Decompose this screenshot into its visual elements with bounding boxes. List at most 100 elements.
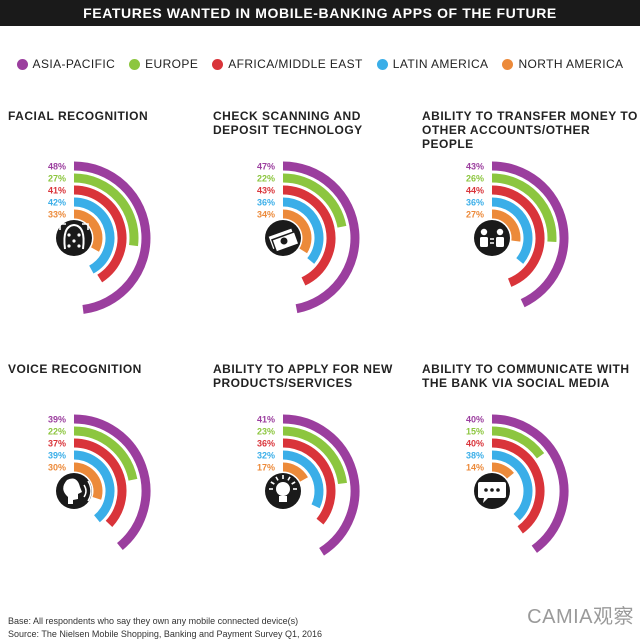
radial-bar xyxy=(282,209,312,254)
data-label: 27% xyxy=(466,210,484,220)
data-label: 36% xyxy=(466,198,484,208)
data-label: 14% xyxy=(466,463,484,473)
legend-item-europe: EUROPE xyxy=(129,54,198,74)
watermark: CAMIA观察 xyxy=(527,606,634,628)
panel-title-transfer-money: ABILITY TO TRANSFER MONEY TO OTHER ACCOU… xyxy=(422,109,638,151)
legend-item-africa-middle-east: AFRICA/MIDDLE EAST xyxy=(212,54,363,74)
radial-bar xyxy=(491,185,545,287)
radial-bar xyxy=(282,173,347,228)
radial-bar xyxy=(73,414,151,550)
legend-swatch xyxy=(129,58,141,70)
radial-panel: 43% 26% 44% 36% 27% xyxy=(466,161,569,308)
data-label: 40% xyxy=(466,415,484,425)
radial-bar xyxy=(282,438,336,525)
data-label: 37% xyxy=(48,439,66,449)
data-label: 36% xyxy=(257,439,275,449)
data-label: 47% xyxy=(257,162,275,172)
data-label: 22% xyxy=(257,174,275,184)
radial-bar xyxy=(491,414,569,553)
radial-bar xyxy=(282,450,324,509)
legend: ASIA-PACIFIC EUROPE AFRICA/MIDDLE EAST L… xyxy=(0,54,640,74)
legend-swatch xyxy=(376,58,388,70)
radial-bar xyxy=(491,462,514,479)
radial-bar xyxy=(282,185,336,286)
data-label: 39% xyxy=(48,415,66,425)
legend-label: AFRICA/MIDDLE EAST xyxy=(228,57,363,71)
money-icon xyxy=(268,228,300,254)
radial-bar xyxy=(282,161,360,314)
panel-title-facial-recognition: FACIAL RECOGNITION xyxy=(8,109,149,123)
legend-label: ASIA-PACIFIC xyxy=(32,57,116,71)
data-label: 26% xyxy=(466,174,484,184)
legend-item-asia-pacific: ASIA-PACIFIC xyxy=(16,54,116,74)
chart-title: FEATURES WANTED IN MOBILE-BANKING APPS O… xyxy=(0,0,640,26)
data-label: 38% xyxy=(466,451,484,461)
lightbulb-icon xyxy=(269,475,297,502)
face-scan-icon xyxy=(59,223,89,250)
radial-bar xyxy=(491,197,533,264)
data-label: 41% xyxy=(48,186,66,196)
data-label: 48% xyxy=(48,162,66,172)
data-label: 32% xyxy=(257,451,275,461)
data-label: 42% xyxy=(48,198,66,208)
voice-icon xyxy=(63,478,92,504)
radial-bar xyxy=(491,209,521,242)
radial-bar xyxy=(73,438,127,527)
footer-source: Source: The Nielsen Mobile Shopping, Ban… xyxy=(8,629,323,639)
radial-bar xyxy=(73,209,103,252)
data-label: 23% xyxy=(257,427,275,437)
legend-swatch xyxy=(16,58,28,70)
radial-bar xyxy=(282,426,347,485)
legend-item-latin-america: LATIN AMERICA xyxy=(376,54,489,74)
radial-bar xyxy=(282,414,360,556)
legend-label: NORTH AMERICA xyxy=(518,57,624,71)
data-label: 41% xyxy=(257,415,275,425)
panel-title-social-media: ABILITY TO COMMUNICATE WITH THE BANK VIA… xyxy=(422,362,630,390)
legend-item-north-america: NORTH AMERICA xyxy=(502,54,623,74)
radial-bar xyxy=(73,426,138,481)
data-label: 44% xyxy=(466,186,484,196)
radial-bar xyxy=(282,462,308,482)
legend-label: EUROPE xyxy=(145,57,199,71)
data-label: 40% xyxy=(466,439,484,449)
data-label: 15% xyxy=(466,427,484,437)
radial-bar xyxy=(73,173,139,247)
radial-bar xyxy=(73,462,103,500)
transfer-people-icon xyxy=(480,228,504,247)
radial-bar xyxy=(491,173,557,243)
chat-bubble-icon xyxy=(478,482,506,503)
data-label: 27% xyxy=(48,174,66,184)
data-label: 17% xyxy=(257,463,275,473)
radial-panel: 47% 22% 43% 36% 34% xyxy=(257,161,360,314)
data-label: 34% xyxy=(257,210,275,220)
radial-bar xyxy=(491,161,569,308)
radial-bar xyxy=(491,450,533,521)
panel-title-check-scanning: CHECK SCANNING AND DEPOSIT TECHNOLOGY xyxy=(213,109,363,137)
radial-panel: 48% 27% 41% 42% 33% xyxy=(48,161,151,314)
radial-bar xyxy=(73,450,115,523)
data-label: 36% xyxy=(257,198,275,208)
panel-title-apply-products: ABILITY TO APPLY FOR NEW PRODUCTS/SERVIC… xyxy=(213,362,393,390)
radial-bar xyxy=(73,161,151,314)
legend-label: LATIN AMERICA xyxy=(392,57,489,71)
icon-disc xyxy=(474,220,510,256)
data-label: 43% xyxy=(257,186,275,196)
radial-panel: 39% 22% 37% 39% 30% xyxy=(48,414,151,550)
data-label: 30% xyxy=(48,463,66,473)
data-label: 43% xyxy=(466,162,484,172)
radial-bar xyxy=(491,426,545,459)
legend-swatch xyxy=(212,58,224,70)
radial-bar xyxy=(491,438,545,534)
data-label: 39% xyxy=(48,451,66,461)
radial-bar xyxy=(73,197,115,274)
footer-base: Base: All respondents who say they own a… xyxy=(8,616,299,626)
data-label: 22% xyxy=(48,427,66,437)
data-label: 33% xyxy=(48,210,66,220)
legend-swatch xyxy=(502,58,514,70)
panel-title-voice-recognition: VOICE RECOGNITION xyxy=(8,362,142,376)
radial-bar xyxy=(73,185,127,283)
radial-panel: 41% 23% 36% 32% 17% xyxy=(257,414,360,556)
radial-panel: 40% 15% 40% 38% 14% xyxy=(466,414,569,553)
radial-bar xyxy=(282,197,324,264)
